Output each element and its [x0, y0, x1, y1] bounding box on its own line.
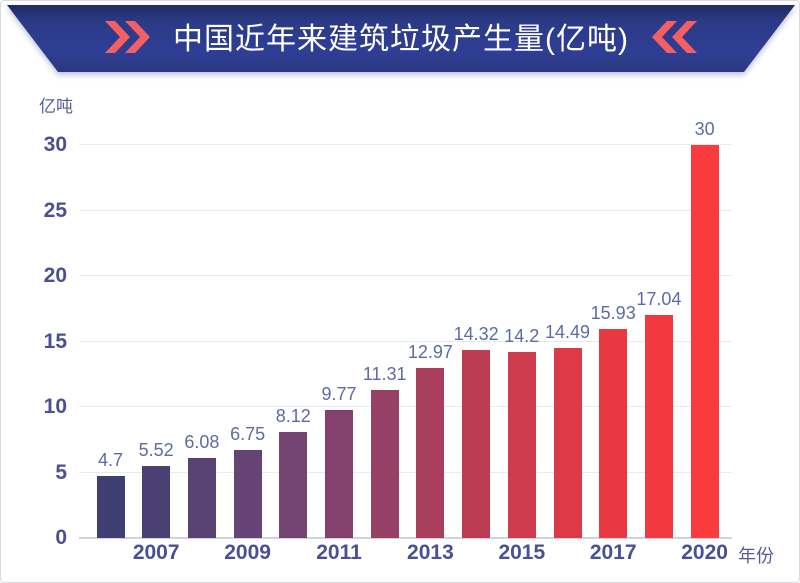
x-axis-tick-label: 2007 — [132, 541, 180, 564]
x-axis-tick-label: 2011 — [316, 541, 362, 564]
title-banner: 中国近年来建筑垃圾产生量(亿吨) — [1, 1, 799, 79]
bar — [325, 410, 353, 538]
bar — [416, 368, 445, 538]
bar-value-label: 5.52 — [138, 440, 174, 460]
bar-value-label: 14.32 — [453, 324, 499, 344]
bar-value-label: 14.49 — [544, 322, 591, 342]
y-axis-tick-label: 0 — [55, 526, 67, 549]
x-axis-tick-label: 2009 — [224, 541, 271, 564]
bar-value-label: 11.31 — [362, 364, 407, 384]
bar-value-label: 6.08 — [184, 432, 220, 452]
x-axis-label: 年份 — [738, 546, 774, 566]
chart-title: 中国近年来建筑垃圾产生量(亿吨) — [173, 22, 629, 56]
bar-value-label: 12.97 — [407, 342, 453, 362]
y-axis-tick-label: 25 — [43, 198, 67, 222]
x-axis-tick-label: 2013 — [407, 541, 454, 564]
double-chevron-left-icon — [651, 20, 699, 54]
x-axis-tick-label: 2017 — [589, 541, 637, 564]
grid-line — [79, 406, 732, 407]
bar — [187, 458, 216, 538]
bar — [690, 145, 719, 538]
grid-line — [79, 471, 732, 473]
bar-value-label: 4.7 — [97, 450, 124, 470]
grid-line — [79, 275, 732, 276]
bar-value-label: 17.04 — [636, 289, 682, 309]
bar — [553, 348, 582, 538]
x-axis-tick-label: 2015 — [498, 541, 546, 564]
title-banner-shape: 中国近年来建筑垃圾产生量(亿吨) — [7, 5, 795, 72]
bar-value-label: 6.75 — [230, 424, 266, 444]
bar — [644, 315, 673, 538]
bar — [462, 350, 491, 538]
grid-line — [79, 340, 732, 342]
grid-line — [79, 209, 732, 211]
y-axis-tick-label: 5 — [55, 460, 67, 484]
bar — [370, 390, 399, 538]
bar-value-label: 8.12 — [275, 406, 311, 426]
y-axis-unit-label: 亿吨 — [39, 97, 73, 116]
y-axis-tick-label: 20 — [43, 264, 67, 287]
grid-line — [79, 144, 732, 145]
bar — [233, 450, 262, 538]
bar — [599, 329, 628, 538]
y-axis-tick-label: 10 — [43, 395, 67, 418]
double-chevron-right-icon — [103, 20, 151, 54]
bar — [507, 352, 536, 538]
bar — [279, 432, 308, 538]
bar-value-label: 14.2 — [504, 326, 540, 346]
bar — [96, 476, 125, 538]
y-axis-tick-label: 15 — [43, 329, 67, 353]
x-axis-line — [79, 537, 732, 539]
bar-value-label: 15.93 — [590, 303, 636, 323]
bar-value-label: 9.77 — [321, 384, 357, 404]
x-axis-tick-label: 2020 — [681, 541, 728, 564]
bar-value-label: 30 — [694, 119, 715, 139]
y-axis-tick-label: 30 — [43, 133, 67, 156]
bar — [142, 466, 171, 538]
